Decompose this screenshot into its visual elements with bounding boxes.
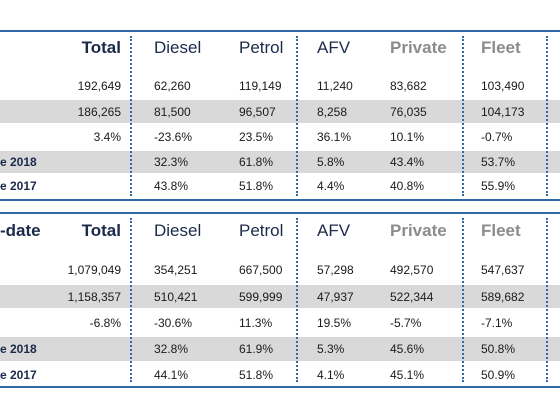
column-header-diesel: Diesel xyxy=(154,38,202,57)
cell-afv: 4.1% xyxy=(317,368,345,382)
column-header-diesel: Diesel xyxy=(154,221,202,240)
cell-private: 522,344 xyxy=(390,290,434,304)
cell-petrol: 61.9% xyxy=(239,342,274,356)
cell-diesel: 81,500 xyxy=(154,105,191,119)
cell-petrol: 23.5% xyxy=(239,130,274,144)
divider-private-fleet xyxy=(462,36,464,196)
cell-diesel: 62,260 xyxy=(154,79,191,93)
row-label: e 2018 xyxy=(0,342,37,356)
cell-private: 45.1% xyxy=(390,368,425,382)
cell-afv: 11,240 xyxy=(317,79,353,93)
cell-petrol: 11.3% xyxy=(239,316,273,330)
cell-afv: 36.1% xyxy=(317,130,352,144)
column-header-total: Total xyxy=(81,38,121,57)
section-2-row-2-band xyxy=(0,285,560,308)
cell-fleet: -0.7% xyxy=(481,130,513,144)
divider-petrol-afv xyxy=(296,36,298,196)
section-1-row-4-band xyxy=(0,151,560,173)
cell-afv: 47,937 xyxy=(317,290,354,304)
cell-petrol: 51.8% xyxy=(239,368,274,382)
cell-private: 492,570 xyxy=(390,263,434,277)
cell-afv: 5.3% xyxy=(317,342,345,356)
cell-total: 1,158,357 xyxy=(67,290,121,304)
section-1-row-2-band xyxy=(0,100,560,123)
divider-fleet-edge xyxy=(546,36,548,196)
cell-private: 76,035 xyxy=(390,105,427,119)
cell-diesel: 32.3% xyxy=(154,155,189,169)
cell-afv: 57,298 xyxy=(317,263,354,277)
divider-total-diesel xyxy=(130,36,132,196)
column-header-fleet: Fleet xyxy=(481,38,521,57)
cell-private: 43.4% xyxy=(390,155,425,169)
section-2-top-rule xyxy=(0,212,560,214)
cell-fleet: 104,173 xyxy=(481,105,525,119)
cell-private: 40.8% xyxy=(390,179,425,193)
cell-total: 1,079,049 xyxy=(67,263,121,277)
cell-afv: 5.8% xyxy=(317,155,345,169)
cell-fleet: 547,637 xyxy=(481,263,525,277)
cell-private: -5.7% xyxy=(390,316,422,330)
cell-fleet: 53.7% xyxy=(481,155,516,169)
cell-petrol: 599,999 xyxy=(239,290,283,304)
cell-fleet: -7.1% xyxy=(481,316,513,330)
section-2-corner-label: -date xyxy=(0,221,41,240)
cell-fleet: 103,490 xyxy=(481,79,525,93)
column-header-private: Private xyxy=(390,221,447,240)
cell-total: -6.8% xyxy=(89,316,121,330)
cell-diesel: -30.6% xyxy=(154,316,193,330)
column-header-afv: AFV xyxy=(317,38,351,57)
cell-petrol: 51.8% xyxy=(239,179,274,193)
section-1-top-rule xyxy=(0,30,560,32)
column-header-total: Total xyxy=(81,221,121,240)
cell-private: 10.1% xyxy=(390,130,425,144)
cell-fleet: 55.9% xyxy=(481,179,516,193)
cell-total: 3.4% xyxy=(93,130,121,144)
section-2-row-4-band xyxy=(0,337,560,361)
divider-fleet-edge xyxy=(546,218,548,382)
cell-petrol: 667,500 xyxy=(239,263,283,277)
column-header-afv: AFV xyxy=(317,221,351,240)
cell-diesel: 43.8% xyxy=(154,179,189,193)
column-header-petrol: Petrol xyxy=(239,221,284,240)
cell-diesel: 32.8% xyxy=(154,342,189,356)
cell-petrol: 119,149 xyxy=(239,79,282,93)
cell-total: 192,649 xyxy=(77,79,121,93)
row-label: e 2018 xyxy=(0,155,37,169)
cell-fleet: 50.8% xyxy=(481,342,516,356)
divider-private-fleet xyxy=(462,218,464,382)
cell-diesel: 354,251 xyxy=(154,263,198,277)
cell-fleet: 589,682 xyxy=(481,290,525,304)
divider-total-diesel xyxy=(130,218,132,382)
divider-petrol-afv xyxy=(296,218,298,382)
cell-afv: 19.5% xyxy=(317,316,352,330)
cell-private: 45.6% xyxy=(390,342,425,356)
column-header-fleet: Fleet xyxy=(481,221,521,240)
section-1-bottom-rule xyxy=(0,199,560,201)
cell-total: 186,265 xyxy=(77,105,121,119)
row-label: e 2017 xyxy=(0,368,37,382)
cell-diesel: 510,421 xyxy=(154,290,198,304)
cell-petrol: 61.8% xyxy=(239,155,274,169)
section-2-bottom-rule xyxy=(0,386,560,388)
cell-private: 83,682 xyxy=(390,79,427,93)
cell-afv: 8,258 xyxy=(317,105,348,119)
row-label: e 2017 xyxy=(0,179,37,193)
cell-diesel: 44.1% xyxy=(154,368,189,382)
cell-petrol: 96,507 xyxy=(239,105,276,119)
column-header-petrol: Petrol xyxy=(239,38,284,57)
cell-fleet: 50.9% xyxy=(481,368,516,382)
cell-afv: 4.4% xyxy=(317,179,345,193)
column-header-private: Private xyxy=(390,38,447,57)
cell-diesel: -23.6% xyxy=(154,130,193,144)
